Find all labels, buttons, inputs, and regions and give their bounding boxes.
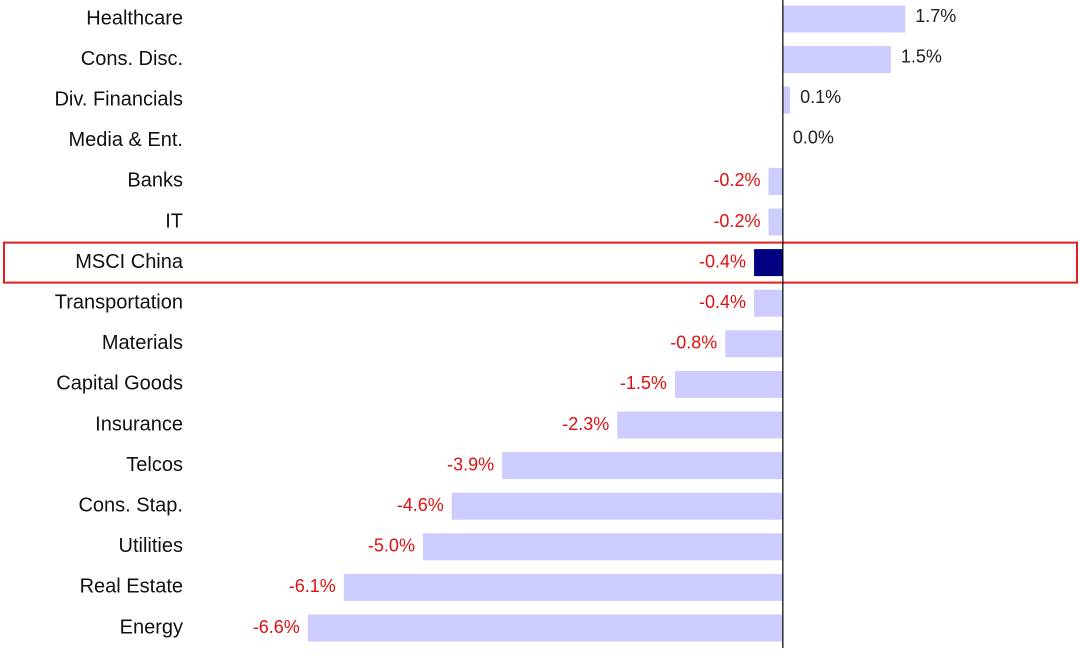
- bar: [782, 5, 906, 33]
- value-label: -6.6%: [253, 617, 300, 637]
- category-label: Insurance: [95, 413, 183, 435]
- bar: [768, 167, 783, 195]
- value-label: -2.3%: [562, 414, 609, 434]
- bar: [674, 370, 783, 398]
- bar: [754, 249, 783, 277]
- value-label: -0.2%: [713, 170, 760, 190]
- value-label: -5.0%: [368, 536, 415, 556]
- bar: [617, 411, 783, 439]
- category-label: Real Estate: [80, 576, 183, 598]
- bar: [754, 289, 783, 317]
- value-label: -3.9%: [447, 454, 494, 474]
- value-label: -0.2%: [713, 211, 760, 231]
- category-label: Materials: [102, 332, 183, 354]
- category-label: Capital Goods: [56, 373, 183, 395]
- value-label: -0.8%: [670, 333, 717, 353]
- category-label: Cons. Disc.: [81, 48, 183, 70]
- value-label: -0.4%: [699, 292, 746, 312]
- category-label: Healthcare: [86, 7, 183, 29]
- value-label: 1.7%: [915, 6, 956, 26]
- bar: [782, 86, 791, 114]
- category-label: MSCI China: [75, 251, 184, 273]
- highlight-box: [3, 241, 1078, 284]
- value-label: 0.1%: [800, 87, 841, 107]
- category-label: Transportation: [55, 291, 183, 313]
- bar: [343, 573, 783, 601]
- category-label: Media & Ent.: [68, 129, 183, 151]
- bar: [451, 492, 783, 520]
- value-label: -0.4%: [699, 251, 746, 271]
- category-label: Utilities: [119, 535, 183, 557]
- category-label: Cons. Stap.: [78, 494, 183, 516]
- category-label: IT: [165, 210, 183, 232]
- value-label: 0.0%: [793, 128, 834, 148]
- value-label: -1.5%: [620, 373, 667, 393]
- category-label: Div. Financials: [54, 88, 183, 110]
- bar: [307, 614, 783, 642]
- category-label: Banks: [127, 170, 183, 192]
- bar: [502, 452, 783, 480]
- category-label: Telcos: [126, 454, 183, 476]
- category-label: Energy: [120, 616, 183, 638]
- value-label: 1.5%: [901, 46, 942, 66]
- value-label: -4.6%: [397, 495, 444, 515]
- bar: [422, 533, 783, 561]
- bar: [782, 46, 891, 74]
- value-label: -6.1%: [289, 576, 336, 596]
- bar: [768, 208, 783, 236]
- bar: [725, 330, 783, 358]
